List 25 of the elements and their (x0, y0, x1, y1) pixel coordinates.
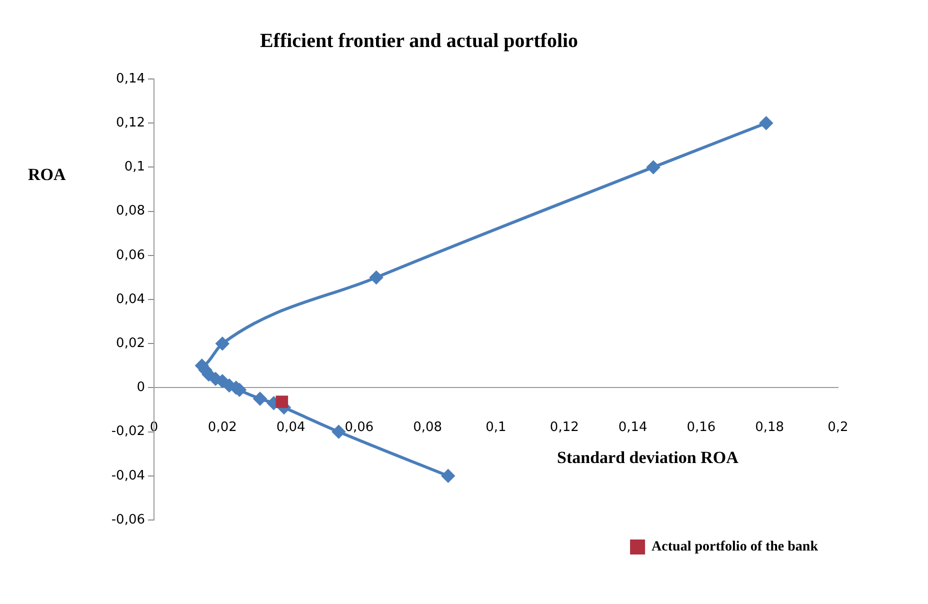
y-tick-label: 0,14 (116, 71, 145, 86)
x-tick-label: 0,18 (755, 420, 784, 435)
x-tick-label: 0,1 (486, 420, 506, 435)
x-tick-label: 0,14 (618, 420, 648, 435)
y-tick-label: -0,04 (111, 468, 145, 484)
y-tick-label: 0,08 (116, 204, 145, 219)
y-tick-label: -0,02 (111, 424, 145, 440)
chart-title: Efficient frontier and actual portfolio (260, 30, 578, 52)
x-tick-label: 0,08 (413, 420, 442, 435)
legend-label: Actual portfolio of the bank (652, 540, 818, 555)
y-tick-label: 0,02 (116, 336, 145, 351)
y-tick-label: 0 (136, 380, 145, 396)
x-tick-label: 0,04 (276, 420, 306, 435)
x-tick-label: 0,12 (550, 420, 579, 435)
y-tick-label: 0,1 (124, 160, 145, 175)
y-axis-title: ROA (28, 165, 66, 185)
x-axis-title: Standard deviation ROA (557, 448, 738, 468)
y-tick-label: 0,12 (116, 115, 145, 130)
x-tick-label: 0,16 (686, 420, 716, 435)
y-tick-label: 0,04 (116, 292, 145, 307)
x-tick-label: 0,2 (828, 420, 848, 435)
y-tick-label: 0,06 (116, 248, 145, 263)
x-tick-label: 0,02 (208, 420, 237, 435)
y-tick-label: -0,06 (111, 512, 145, 528)
x-tick-label: 0,06 (344, 420, 374, 435)
